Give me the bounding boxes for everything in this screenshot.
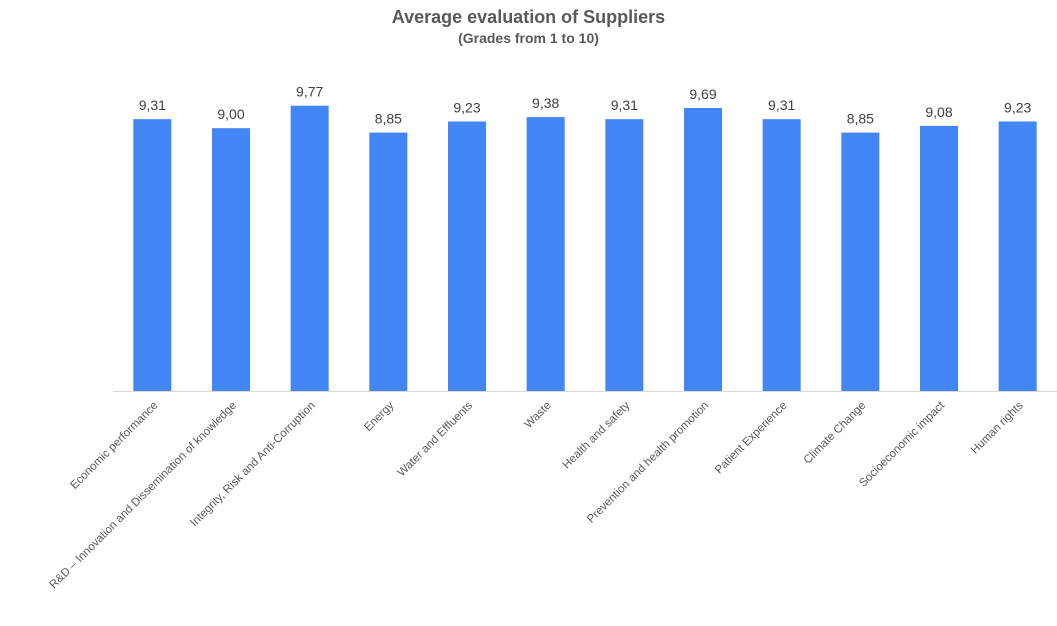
data-label-12: 9,23 — [1004, 99, 1031, 115]
bar-9 — [762, 119, 801, 392]
data-label-4: 8,85 — [375, 111, 402, 127]
bar-11 — [920, 125, 958, 392]
x-tick-label-6: Waste — [523, 400, 554, 431]
data-label-7: 9,31 — [611, 97, 638, 113]
chart-title: Average evaluation of Suppliers — [391, 7, 666, 27]
x-tick-label-2: R&D – Innovation and Dissemination of kn… — [48, 400, 240, 592]
data-label-11: 9,08 — [925, 104, 952, 120]
bar-4 — [369, 132, 408, 391]
bar-10 — [841, 132, 880, 391]
data-label-5: 9,23 — [453, 99, 480, 115]
bar-2 — [212, 128, 250, 391]
x-tick-label-12: Human rights — [969, 399, 1026, 456]
x-tick-label-1: Economic performance — [68, 400, 160, 492]
bar-8 — [684, 108, 722, 392]
bar-6 — [526, 117, 565, 391]
x-tick-label-4: Energy — [362, 399, 396, 433]
x-tick-label-10: Climate Change — [802, 400, 869, 467]
data-label-6: 9,38 — [532, 95, 559, 111]
x-tick-label-9: Patient Experience — [713, 400, 790, 477]
bar-12 — [998, 121, 1037, 391]
x-tick-label-7: Health and safety — [561, 399, 633, 471]
x-tick-label-5: Water and Effluents — [396, 399, 476, 479]
x-tick-label-11: Socioeconomic impact — [857, 399, 947, 489]
bar-3 — [290, 105, 329, 391]
bar-1 — [133, 119, 172, 392]
data-label-3: 9,77 — [296, 84, 323, 100]
data-label-10: 8,85 — [847, 111, 874, 127]
data-label-9: 9,31 — [768, 97, 795, 113]
bar-7 — [605, 119, 644, 392]
bar-5 — [448, 121, 486, 391]
x-tick-label-3: Integrity, Risk and Anti-Corruption — [188, 400, 317, 529]
data-label-2: 9,00 — [217, 106, 244, 122]
chart-subtitle: (Grades from 1 to 10) — [458, 30, 599, 46]
data-label-8: 9,69 — [689, 86, 716, 102]
data-label-1: 9,31 — [139, 97, 166, 113]
